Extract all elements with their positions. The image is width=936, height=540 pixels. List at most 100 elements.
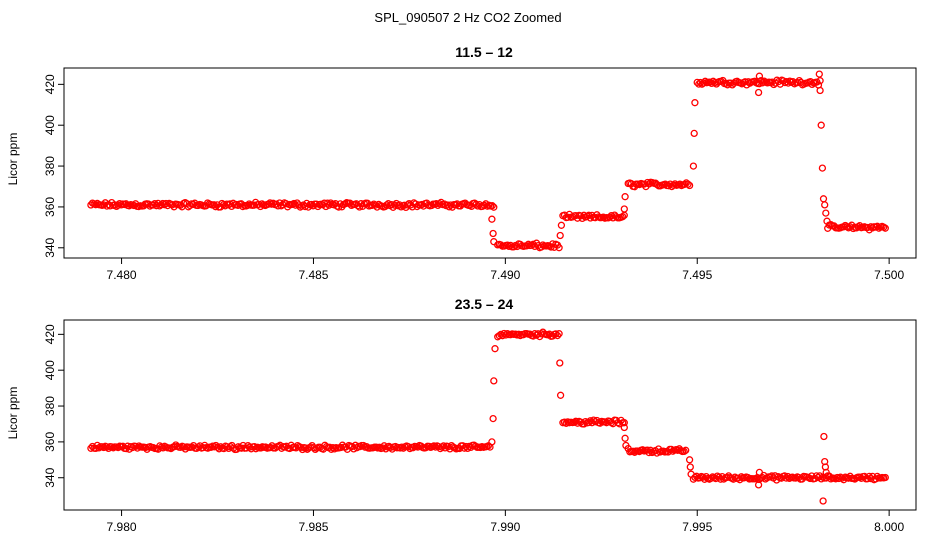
data-point-bottom — [680, 447, 688, 456]
data-point-bottom — [820, 432, 828, 441]
data-point-bottom — [620, 419, 628, 427]
data-point-bottom — [653, 449, 661, 457]
data-point-bottom — [552, 330, 560, 338]
data-point-bottom — [409, 444, 417, 452]
y-tick-label-top: 340 — [43, 237, 57, 257]
data-point-bottom — [215, 445, 223, 453]
plot-frame-top — [63, 67, 917, 259]
data-point-bottom — [556, 391, 565, 399]
data-point-bottom — [754, 481, 763, 489]
data-point-top — [695, 80, 703, 88]
data-point-top — [755, 72, 764, 80]
data-point-top — [537, 243, 545, 251]
y-tick-label-top: 420 — [43, 74, 57, 94]
x-tick-label-bottom: 7.985 — [298, 520, 328, 534]
data-point-bottom — [615, 420, 624, 428]
data-point-bottom — [766, 473, 774, 481]
data-point-top — [819, 195, 828, 203]
data-point-top — [689, 162, 698, 170]
y-axis-bottom: 340 360 380 400 420 — [43, 324, 64, 488]
data-point-top — [87, 201, 95, 209]
data-point-bottom — [491, 345, 499, 353]
x-tick-label-bottom: 8.000 — [874, 520, 904, 534]
y-tick-label-bottom: 380 — [43, 396, 57, 416]
data-point-bottom — [95, 444, 103, 452]
y-tick-label-top: 400 — [43, 115, 57, 135]
data-point-top — [817, 121, 825, 129]
data-point-bottom — [430, 442, 438, 450]
data-point-top — [435, 200, 444, 208]
data-point-top — [821, 201, 829, 209]
data-point-bottom — [489, 414, 497, 423]
data-point-top — [307, 200, 316, 209]
data-point-top — [849, 224, 857, 233]
data-point-top — [727, 79, 735, 87]
data-point-top — [383, 201, 391, 209]
scatter-points-bottom — [87, 328, 889, 505]
x-tick-label-top: 7.500 — [874, 268, 904, 282]
data-point-bottom — [128, 443, 137, 452]
data-point-top — [823, 217, 831, 225]
data-point-top — [701, 77, 709, 85]
chart-panel-bottom: 23.5 – 24 Licor ppm 340 360 380 400 420 7.98… — [6, 296, 917, 534]
y-tick-label-bottom: 400 — [43, 360, 57, 380]
data-point-top — [635, 180, 644, 189]
data-point-bottom — [252, 445, 260, 453]
data-point-bottom — [553, 331, 562, 340]
data-point-top — [290, 199, 298, 208]
data-point-bottom — [881, 473, 889, 482]
plot-frame-bottom — [63, 319, 917, 511]
data-point-top — [816, 86, 824, 95]
data-point-bottom — [490, 377, 498, 385]
data-point-bottom — [620, 423, 628, 432]
data-point-top — [619, 213, 627, 221]
data-point-top — [556, 231, 564, 240]
x-tick-label-bottom: 7.995 — [682, 520, 712, 534]
data-point-top — [490, 203, 498, 211]
data-point-bottom — [817, 475, 825, 483]
data-point-bottom — [488, 438, 496, 446]
y-axis-top: 340 360 380 400 420 — [43, 74, 64, 258]
y-tick-label-bottom: 340 — [43, 467, 57, 487]
chart-panel-top: 11.5 – 12 Licor ppm 340 360 380 400 420 7.48… — [6, 44, 917, 282]
x-axis-bottom: 7.980 7.985 7.990 7.995 8.000 — [107, 510, 904, 534]
data-point-top — [523, 242, 531, 250]
data-point-top — [691, 99, 699, 107]
data-point-top — [391, 201, 399, 209]
y-axis-label-bottom: Licor ppm — [6, 387, 20, 440]
data-point-bottom — [707, 474, 715, 482]
data-point-bottom — [822, 468, 830, 477]
data-point-top — [620, 205, 628, 213]
data-point-bottom — [556, 359, 564, 367]
data-point-top — [555, 244, 563, 252]
data-point-bottom — [723, 473, 731, 482]
data-point-bottom — [621, 434, 629, 442]
data-point-top — [706, 78, 714, 86]
data-point-top — [815, 70, 823, 78]
data-point-top — [818, 164, 827, 172]
y-axis-label-top: Licor ppm — [6, 133, 20, 186]
data-point-top — [323, 199, 332, 207]
x-tick-label-bottom: 7.990 — [490, 520, 520, 534]
data-point-bottom — [581, 417, 590, 426]
y-tick-label-top: 360 — [43, 197, 57, 217]
data-point-bottom — [500, 329, 508, 338]
data-point-bottom — [330, 445, 339, 453]
data-point-top — [341, 200, 349, 208]
data-point-top — [722, 79, 730, 87]
data-point-top — [125, 202, 133, 210]
data-point-top — [524, 240, 533, 248]
x-tick-label-bottom: 7.980 — [107, 520, 137, 534]
data-point-top — [580, 211, 588, 219]
data-point-top — [490, 238, 498, 246]
figure-title: SPL_090507 2 Hz CO2 Zoomed — [374, 10, 561, 25]
data-point-bottom — [245, 443, 254, 451]
data-point-top — [621, 193, 629, 201]
data-point-top — [881, 224, 889, 232]
data-point-top — [843, 223, 851, 231]
data-point-bottom — [223, 443, 231, 451]
data-point-bottom — [375, 443, 384, 451]
data-point-bottom — [638, 446, 647, 454]
data-point-bottom — [687, 470, 695, 478]
